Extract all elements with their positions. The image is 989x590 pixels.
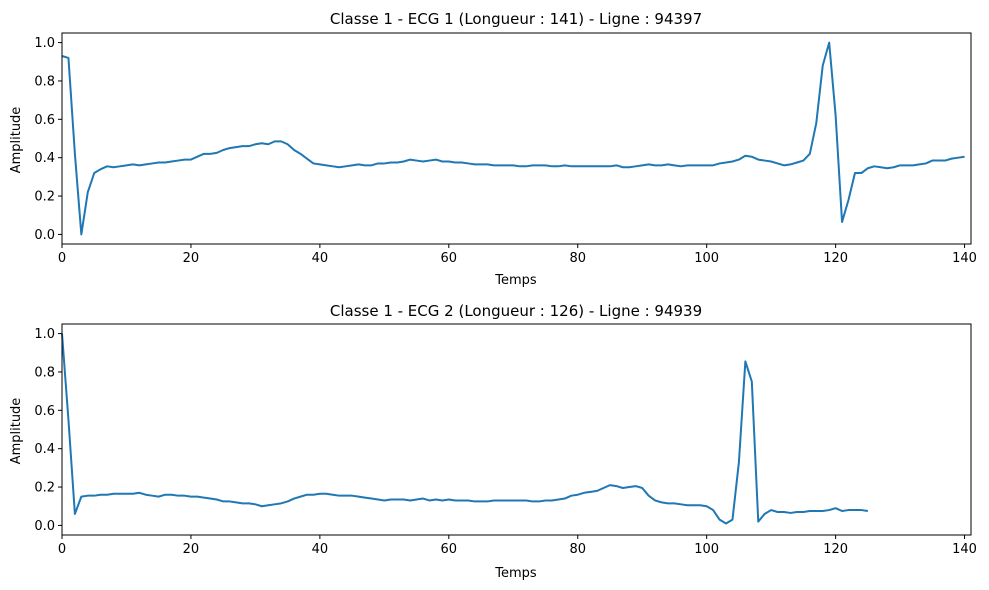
x-tick-label: 120 <box>823 542 848 557</box>
subplot-1-series-line <box>61 41 965 236</box>
y-tick-label: 0.6 <box>34 404 55 419</box>
subplot-2-ylabel: Amplitude <box>9 398 24 465</box>
subplot-1-title: Classe 1 - ECG 1 (Longueur : 141) - Lign… <box>330 10 702 28</box>
subplot-2-ticks: 0 20 40 60 80 100 120 140 0.0 0.2 0.4 0.6 0.8 1.0 <box>34 327 977 557</box>
subplot-2-axes-frame <box>61 323 972 536</box>
x-tick-label: 80 <box>569 542 586 557</box>
subplot-1-ticks: 0 20 40 60 80 100 120 140 0.0 0.2 0.4 0.6 0.8 1.0 <box>34 36 977 266</box>
x-tick-label: 60 <box>441 251 458 266</box>
y-tick-label: 0.4 <box>34 442 55 457</box>
y-tick-label: 1.0 <box>34 36 55 51</box>
x-tick-label: 40 <box>312 542 329 557</box>
x-tick-label: 100 <box>694 542 719 557</box>
x-tick-label: 80 <box>569 251 586 266</box>
subplot-ecg-1: Classe 1 - ECG 1 (Longueur : 141) - Lign… <box>9 10 977 288</box>
x-tick-label: 60 <box>441 542 458 557</box>
y-tick-label: 0.4 <box>34 151 55 166</box>
subplot-1-xlabel: Temps <box>494 273 537 288</box>
y-tick-label: 0.0 <box>34 519 55 534</box>
x-tick-label: 20 <box>183 251 200 266</box>
y-tick-label: 0.6 <box>34 113 55 128</box>
subplot-2-series-line <box>61 333 868 525</box>
x-tick-label: 100 <box>694 251 719 266</box>
x-tick-label: 120 <box>823 251 848 266</box>
x-tick-label: 0 <box>58 251 66 266</box>
y-tick-label: 0.8 <box>34 74 55 89</box>
y-tick-label: 1.0 <box>34 327 55 342</box>
y-tick-label: 0.0 <box>34 228 55 243</box>
subplot-2-xlabel: Temps <box>494 566 537 581</box>
subplot-1-ylabel: Amplitude <box>9 107 24 174</box>
subplot-2-title: Classe 1 - ECG 2 (Longueur : 126) - Lign… <box>330 302 702 320</box>
x-tick-label: 20 <box>183 542 200 557</box>
y-tick-label: 0.2 <box>34 481 55 496</box>
subplot-1-axes-frame <box>61 32 972 245</box>
x-tick-label: 140 <box>952 251 977 266</box>
subplot-ecg-2: Classe 1 - ECG 2 (Longueur : 126) - Lign… <box>9 302 977 581</box>
y-tick-label: 0.8 <box>34 365 55 380</box>
x-tick-label: 140 <box>952 542 977 557</box>
y-tick-label: 0.2 <box>34 190 55 205</box>
x-tick-label: 40 <box>312 251 329 266</box>
x-tick-label: 0 <box>58 542 66 557</box>
